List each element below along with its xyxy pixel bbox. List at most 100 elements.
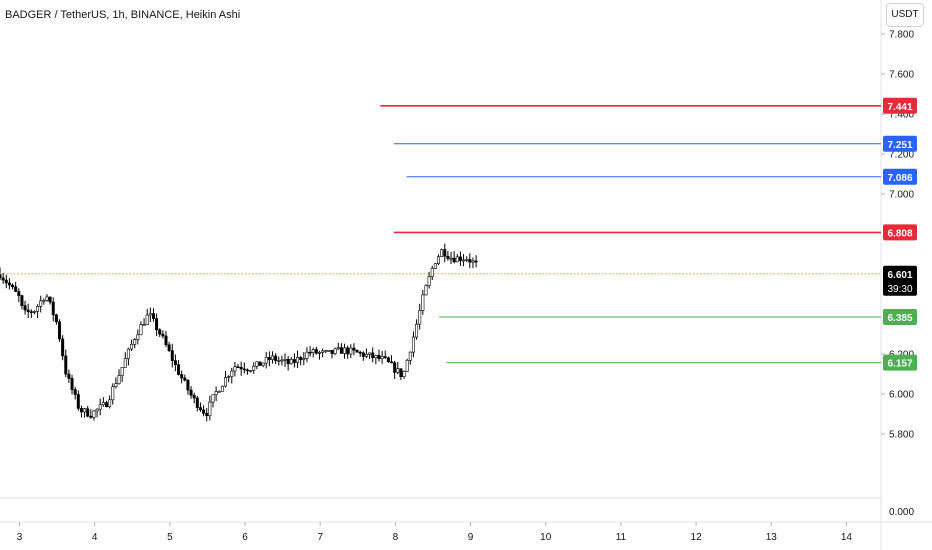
candle-up [123,358,127,368]
candle-up [217,391,221,393]
candle-up [449,257,453,260]
candle-down [11,284,15,288]
candle-up [111,386,115,401]
candle-up [270,355,274,360]
candle-up [283,358,287,361]
candle-up [380,356,384,359]
candle-down [86,408,90,417]
candle-up [32,311,36,313]
candle-down [67,373,71,379]
candle-down [236,366,240,369]
current-price-badge [883,265,917,296]
candle-up [402,371,406,378]
candle-up [364,353,368,357]
candle-up [433,263,437,269]
candle-up [289,359,293,365]
level-badge-6.808 [883,224,917,241]
candle-down [61,338,65,357]
bar-countdown: 39:30 [887,284,912,295]
candle-down [330,350,334,354]
candle-down [267,357,271,360]
candle-up [471,260,475,263]
candle-down [192,394,196,399]
candle-down [17,291,21,296]
currency-button[interactable]: USDT [886,3,924,27]
candle-down [383,356,387,358]
level-badge-6.385 [883,309,917,325]
candle-down [286,358,290,365]
candle-up [98,404,102,410]
candle-up [117,375,121,385]
candle-down [104,402,108,408]
candle-down [399,368,403,378]
y-tick-label: 7.400 [889,110,914,121]
candle-down [158,329,162,335]
candle-down [189,389,193,396]
candle-down [26,309,30,312]
candle-up [427,276,431,286]
candle-down [79,408,83,413]
level-label: 7.251 [887,140,912,151]
candle-up [411,336,415,353]
x-tick-label: 11 [616,532,627,543]
candle-up [208,401,212,417]
candle-up [36,306,40,312]
candle-down [1,277,5,281]
x-tick-label: 13 [766,532,778,543]
candle-up [430,268,434,277]
candle-up [108,399,112,408]
candle-down [29,311,33,313]
candle-down [458,256,462,261]
candle-up [261,362,265,366]
level-label: 6.385 [887,313,912,324]
candle-up [227,376,231,378]
candle-up [230,370,234,377]
candle-up [83,408,87,413]
volume-scale-label: 0.000 [889,507,914,518]
candle-up [324,350,328,353]
candle-up [424,285,428,296]
candle-down [76,394,80,409]
candle-down [314,349,318,354]
candle-up [264,357,268,364]
candle-down [446,255,450,259]
candle-down [155,318,159,331]
candle-up [333,348,337,354]
y-tick-label: 7.000 [889,190,914,201]
candle-up [440,249,444,258]
candle-down [202,409,206,414]
candle-down [390,361,394,364]
candle-up [465,259,469,261]
candle-down [20,295,24,306]
candle-down [198,407,202,411]
x-tick-label: 6 [242,532,248,543]
candle-down [51,301,55,316]
candle-up [343,347,347,354]
candle-down [299,357,303,360]
candle-up [336,347,340,350]
candle-down [0,273,2,279]
candle-up [133,339,137,345]
chart-title: BADGER / TetherUS, 1h, BINANCE, Heikin A… [5,9,241,21]
candle-down [180,374,184,379]
level-label: 7.086 [887,173,912,184]
y-tick-label: 5.800 [889,430,914,441]
candle-up [136,334,140,340]
candle-up [252,365,256,371]
candle-down [452,257,456,263]
candle-down [239,366,243,370]
y-tick-label: 6.000 [889,390,914,401]
candle-up [374,355,378,359]
candle-up [224,377,228,387]
candle-up [233,366,237,372]
y-tick-label: 7.600 [889,70,914,81]
x-tick-label: 8 [393,532,399,543]
x-tick-label: 7 [317,532,323,543]
candle-up [126,348,130,360]
y-tick-label: 7.800 [889,30,914,41]
candle-down [205,412,209,417]
candle-up [296,357,300,363]
level-badge-7.086 [883,168,917,185]
candle-up [436,256,440,264]
